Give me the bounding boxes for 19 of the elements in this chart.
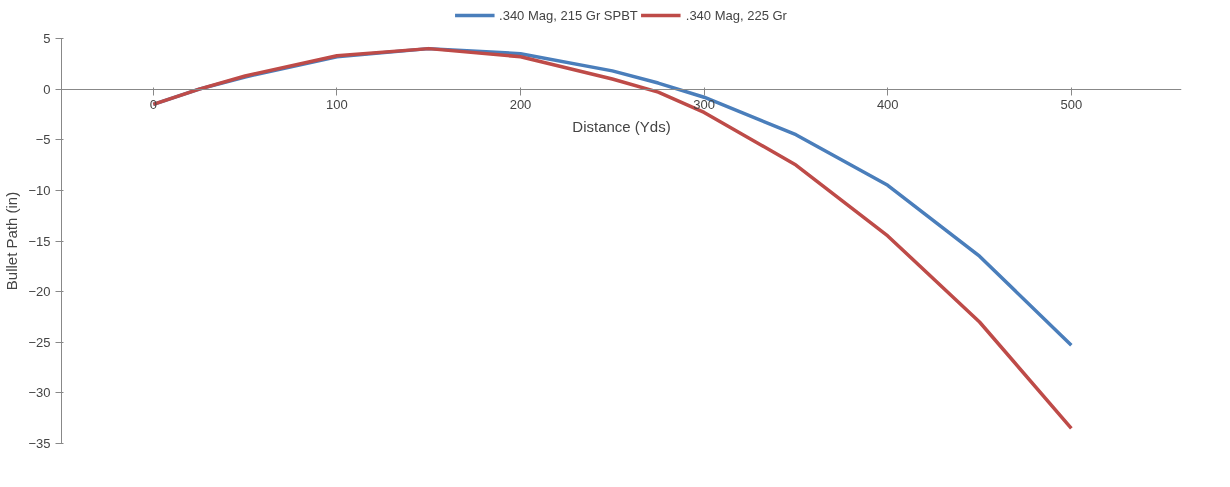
y-tick-label: −25 bbox=[28, 334, 51, 350]
y-tick-label: 5 bbox=[43, 31, 51, 46]
y-tick-label: −10 bbox=[28, 182, 51, 198]
x-tick-label: 0 bbox=[149, 97, 157, 113]
y-tick-label: 0 bbox=[43, 81, 51, 97]
y-tick-label: −30 bbox=[28, 385, 51, 401]
y-axis-title: Bullet Path (in) bbox=[3, 191, 21, 291]
x-tick-label: 400 bbox=[876, 97, 899, 113]
y-tick-label: −15 bbox=[28, 233, 51, 249]
legend-label: .340 Mag, 215 Gr SPBT bbox=[499, 7, 638, 23]
x-tick-label: 300 bbox=[693, 97, 715, 113]
y-tick-label: −5 bbox=[35, 132, 51, 148]
x-tick-label: 200 bbox=[509, 97, 532, 113]
x-axis-title: Distance (Yds) bbox=[572, 117, 671, 135]
x-tick-label: 500 bbox=[1060, 97, 1083, 113]
y-tick-label: −35 bbox=[28, 436, 51, 451]
legend-label: .340 Mag, 225 Gr bbox=[685, 7, 787, 23]
x-tick-label: 100 bbox=[326, 97, 348, 113]
y-tick-label: −20 bbox=[28, 284, 51, 300]
